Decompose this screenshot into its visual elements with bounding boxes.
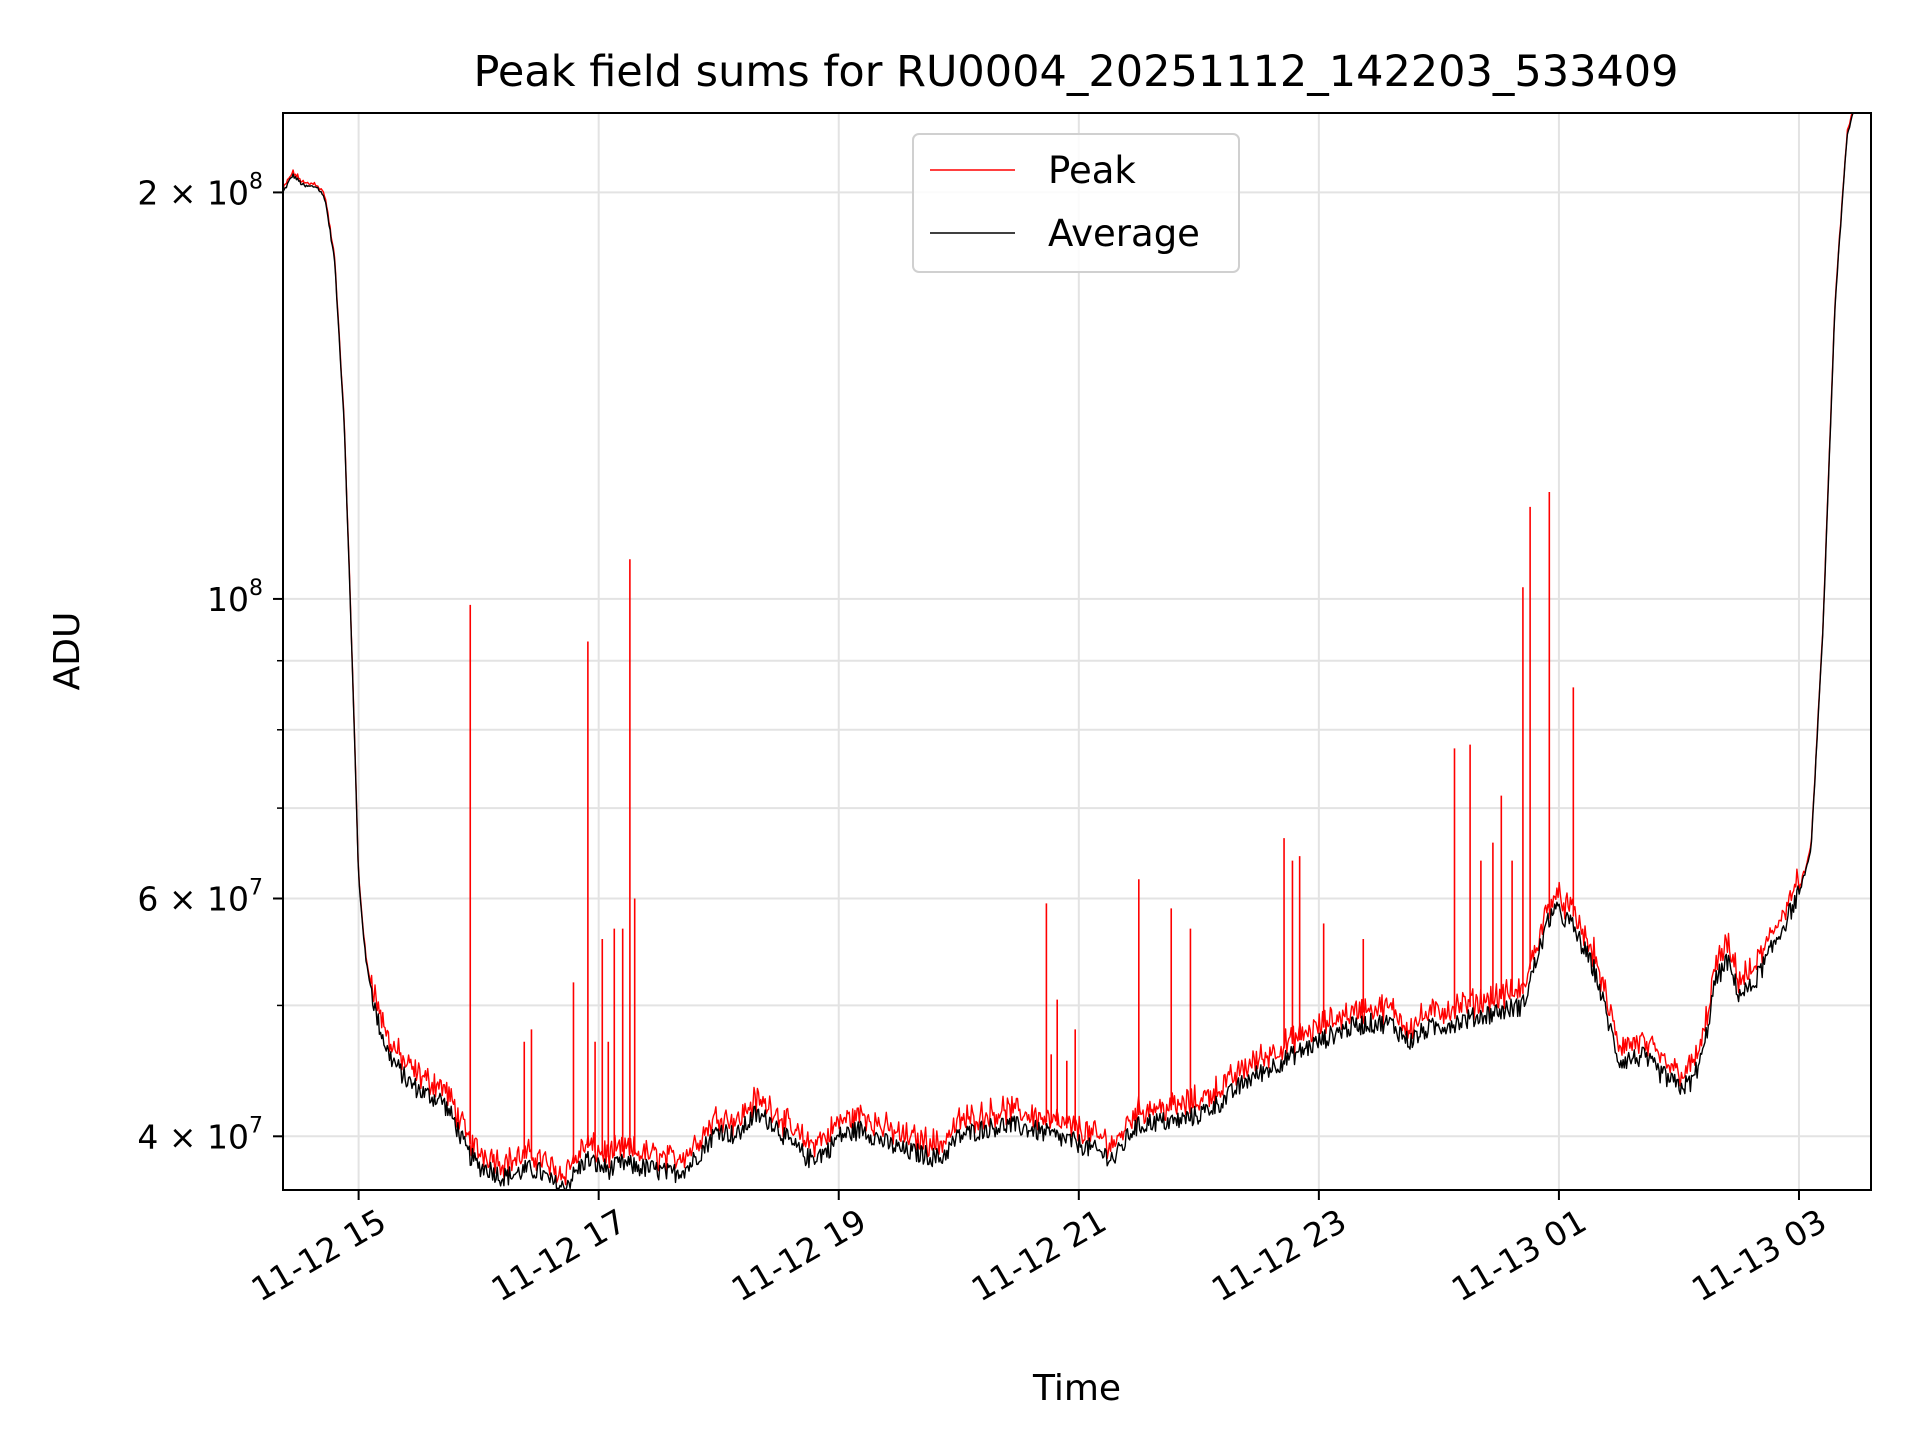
plot-area-frame bbox=[282, 112, 1872, 1191]
x-axis-label: Time bbox=[1032, 1368, 1121, 1409]
x-tick-label: 11-13 01 bbox=[1445, 1201, 1593, 1309]
y-axis: 4 × 107 6 × 107 108 2 × 108 bbox=[137, 169, 283, 1156]
x-tick-label: 11-12 17 bbox=[485, 1201, 633, 1309]
legend-label-peak: Peak bbox=[1048, 149, 1136, 192]
legend-box bbox=[912, 133, 1240, 273]
y-tick-label: 2 × 108 bbox=[137, 169, 263, 212]
grid-lines bbox=[283, 113, 1871, 1190]
x-tick-label: 11-13 03 bbox=[1685, 1201, 1833, 1309]
series-line-average bbox=[282, 112, 1854, 1191]
x-tick-label: 11-12 19 bbox=[725, 1201, 873, 1309]
legend-label-average: Average bbox=[1048, 212, 1200, 255]
x-tick-label: 11-12 15 bbox=[245, 1201, 393, 1309]
x-tick-label: 11-12 21 bbox=[965, 1201, 1113, 1309]
chart-title: Peak field sums for RU0004_20251112_1422… bbox=[473, 47, 1678, 97]
series-layer bbox=[282, 112, 1854, 1191]
legend: Peak Average bbox=[912, 133, 1240, 273]
x-axis: 11-12 15 11-12 17 11-12 19 11-12 21 11-12 23… bbox=[245, 1190, 1833, 1309]
x-tick-label: 11-12 23 bbox=[1205, 1201, 1353, 1309]
y-tick-label: 4 × 107 bbox=[137, 1113, 263, 1156]
y-tick-label: 108 bbox=[207, 576, 263, 619]
y-axis-label: ADU bbox=[47, 612, 88, 691]
y-tick-label: 6 × 107 bbox=[137, 876, 263, 919]
series-line-peak bbox=[282, 112, 1853, 1186]
